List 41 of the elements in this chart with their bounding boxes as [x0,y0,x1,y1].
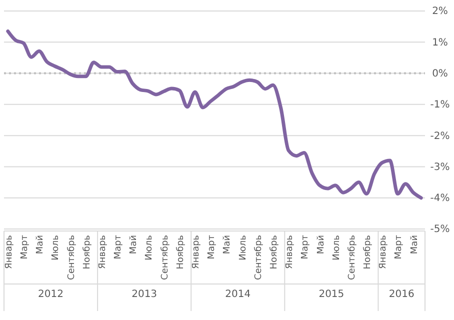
x-tick-label: Январь [378,235,389,269]
text: 2014 [225,289,251,300]
x-tick-label: Июль [332,235,342,260]
y-tick-label: -1% [430,100,450,111]
x-tick-label: Июль [144,235,155,260]
x-tick-label: Май [410,234,420,254]
y-tick-label: -3% [430,162,450,173]
y-tick-label: 2% [432,6,448,18]
x-tick-label: Январь [98,235,108,269]
y-tick-label: -2% [430,130,450,142]
text: 2015 [318,289,344,300]
x-tick-label: Ноябрь [363,235,374,270]
x-tick-label: Май [316,234,326,254]
x-tick-label: Март [300,235,311,260]
x-tick-label: Ноябрь [176,235,186,270]
x-tick-label: Январь [4,235,14,269]
x-tick-label: Март [394,235,404,260]
x-tick-label: Март [114,235,124,260]
x-tick-label: Май [129,234,140,254]
x-tick-label: Сентябрь [254,235,264,280]
text: 2016 [388,289,414,300]
x-tick-label: Май [36,234,46,254]
x-tick-label: Январь [192,235,202,269]
y-tick-label: 0% [432,68,448,80]
x-tick-label: Сентябрь [347,235,358,280]
x-tick-label: Май [222,234,233,254]
x-tick-label: Январь [285,235,296,269]
x-tick-label: Сентябрь [66,235,77,280]
text: 2013 [132,289,158,300]
x-tick-label: Ноябрь [82,235,92,270]
y-tick-label: -5% [430,224,450,236]
y-tick-label: 1% [432,37,448,48]
line-series [6,29,423,200]
x-tick-label: Ноябрь [269,235,280,270]
x-tick-label: Июль [51,235,62,260]
text: 2012 [38,289,64,300]
x-tick-label: Июль [238,235,248,260]
x-tick-label: Март [20,235,30,260]
y-tick-label: -4% [430,193,450,204]
x-tick-label: Март [207,235,218,260]
x-tick-label: Сентябрь [160,235,170,280]
